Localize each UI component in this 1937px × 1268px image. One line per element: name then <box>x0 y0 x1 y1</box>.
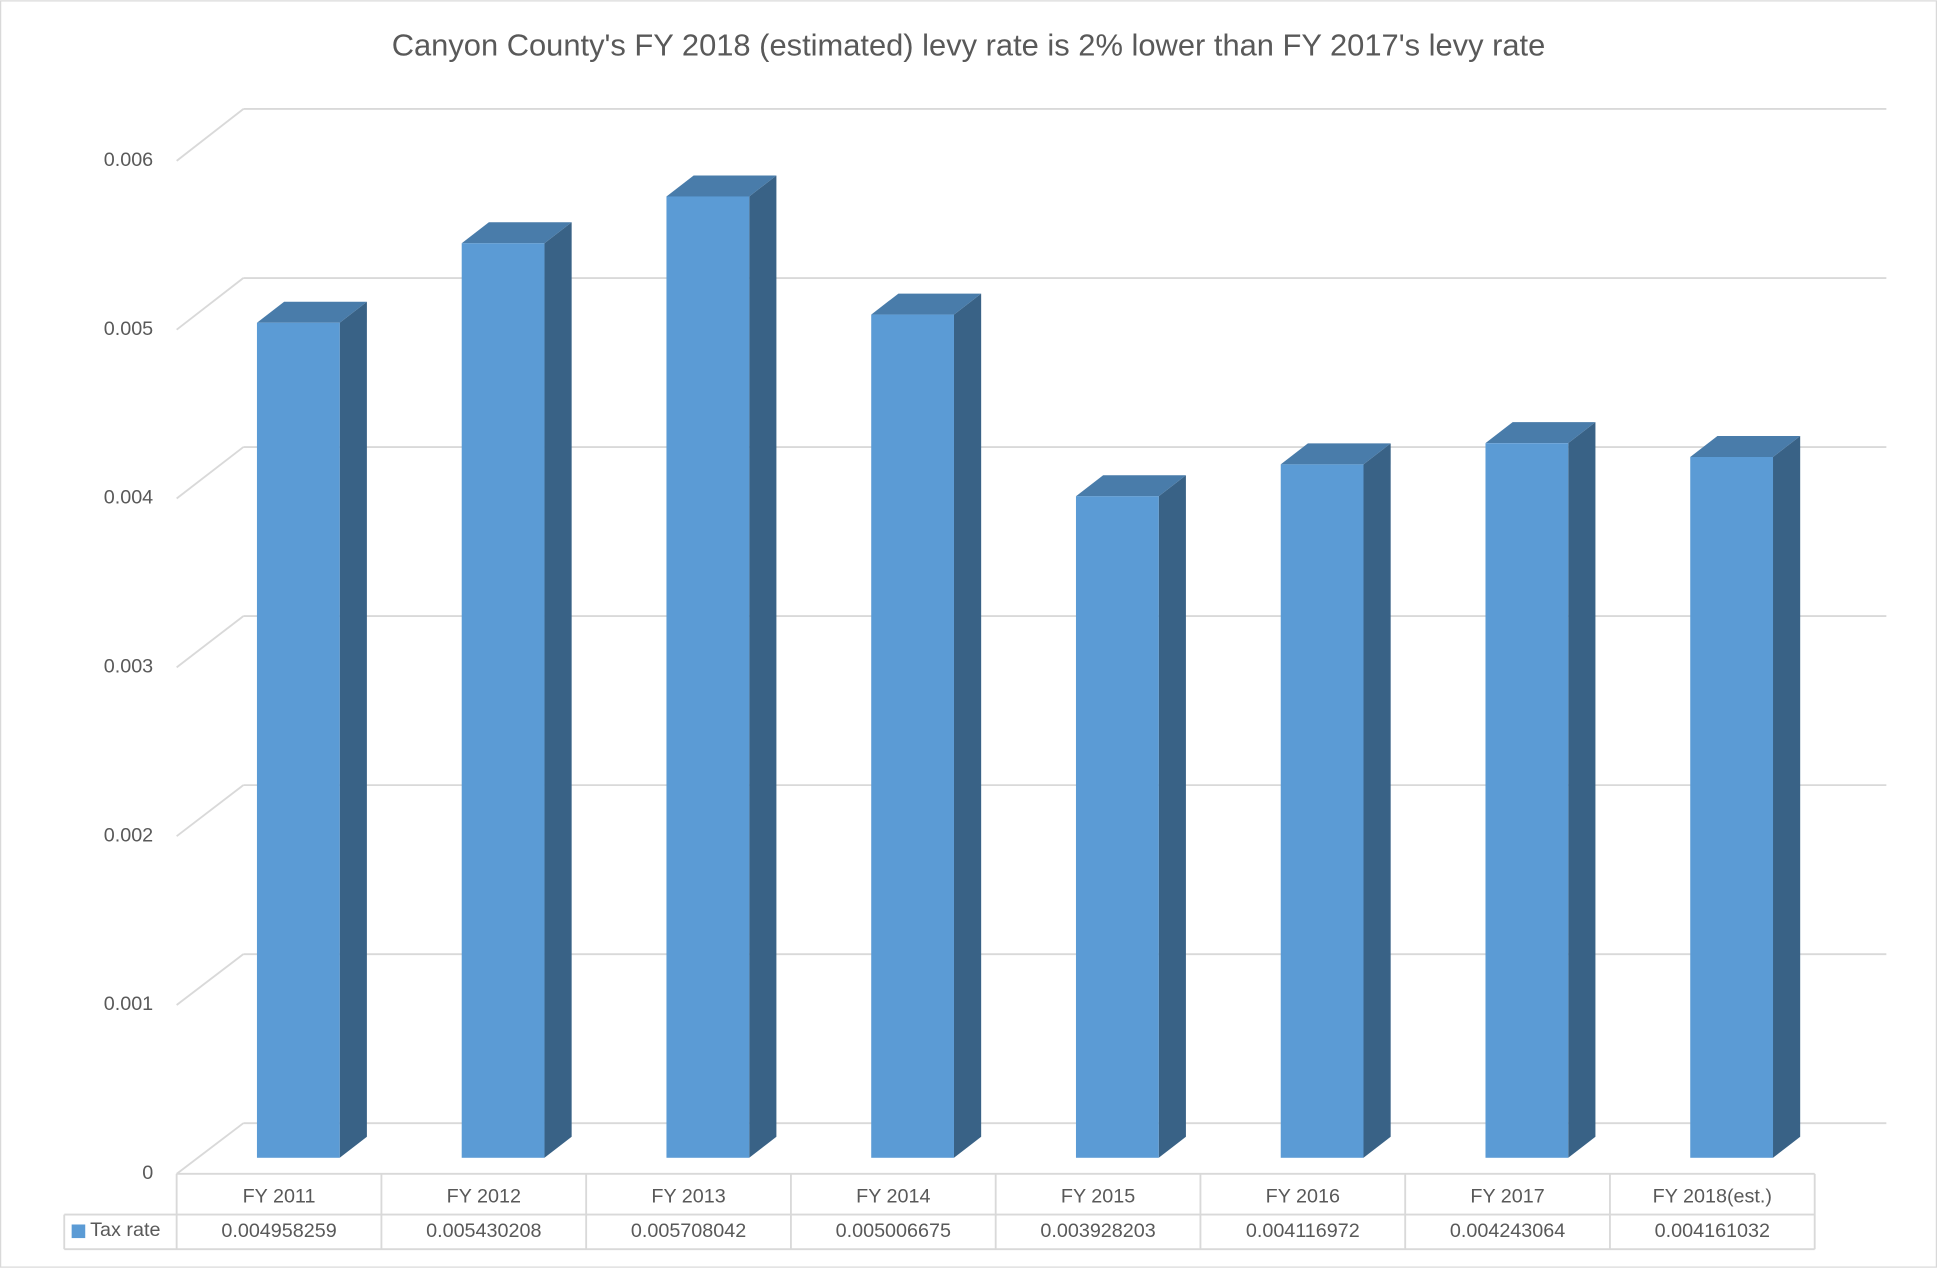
bar-side <box>339 301 367 1158</box>
grid-line-side <box>176 108 244 162</box>
table-value: 0.004243064 <box>1450 1220 1565 1242</box>
bar <box>666 196 750 1158</box>
chart-title: Canyon County's FY 2018 (estimated) levy… <box>392 27 1546 62</box>
y-tick-label: 0.004 <box>104 487 153 509</box>
bar <box>1485 443 1569 1158</box>
x-tick-label: FY 2011 <box>243 1186 316 1208</box>
x-tick-label: FY 2015 <box>1061 1186 1135 1208</box>
y-tick-label: 0.003 <box>104 656 153 678</box>
y-tick-label: 0.002 <box>104 824 153 846</box>
data-table: FY 2011 0.004958259 FY 2012 0.005430208 FY 2… <box>63 1172 1816 1251</box>
bar <box>1280 464 1364 1158</box>
y-tick-label: 0.001 <box>104 993 153 1015</box>
bar-top <box>1485 422 1596 444</box>
bar-top <box>1075 475 1186 497</box>
table-value: 0.004958259 <box>221 1220 336 1242</box>
x-tick-label: FY 2018(est.) <box>1653 1186 1772 1208</box>
bar-side <box>1568 422 1596 1158</box>
table-value: 0.004161032 <box>1655 1220 1770 1242</box>
x-tick-label: FY 2014 <box>856 1186 930 1208</box>
bars <box>256 175 1801 1158</box>
y-tick-label: 0.005 <box>104 318 153 340</box>
bar-side <box>544 222 572 1158</box>
bar-top <box>256 301 367 323</box>
bar <box>256 322 340 1158</box>
bar <box>1075 496 1159 1158</box>
legend-swatch <box>71 1224 86 1239</box>
x-tick-label: FY 2016 <box>1266 1186 1340 1208</box>
bar-top <box>1690 435 1801 457</box>
grid-line-side <box>176 1122 244 1175</box>
bar <box>871 314 954 1158</box>
bar <box>1690 456 1774 1158</box>
bar-top <box>871 293 982 315</box>
table-value: 0.005430208 <box>426 1220 541 1242</box>
grid-line-side <box>176 953 244 1006</box>
bar-side <box>953 293 982 1158</box>
grid-line-side <box>176 784 244 837</box>
bar-top <box>1280 443 1391 465</box>
legend-label: Tax rate <box>90 1219 160 1241</box>
x-tick-label: FY 2013 <box>651 1186 725 1208</box>
bar-side <box>1158 475 1186 1158</box>
x-tick-label: FY 2017 <box>1470 1186 1544 1208</box>
table-value: 0.005006675 <box>836 1220 951 1242</box>
grid-line-side <box>176 446 244 500</box>
table-value: 0.005708042 <box>631 1220 746 1242</box>
grid-line-side <box>176 277 244 331</box>
grid-line-side <box>176 615 244 669</box>
bar-top <box>666 175 777 197</box>
x-tick-label: FY 2012 <box>447 1186 521 1208</box>
table-value: 0.004116972 <box>1246 1220 1360 1242</box>
bar <box>461 243 545 1158</box>
y-tick-label: 0.006 <box>104 149 153 171</box>
bar-side <box>1773 435 1801 1158</box>
bar-side <box>1363 443 1391 1158</box>
bar-top <box>461 222 572 244</box>
bar-side <box>749 175 777 1158</box>
y-tick-label: 0 <box>142 1162 153 1184</box>
table-value: 0.003928203 <box>1040 1220 1155 1242</box>
grid: 0 0.001 0.002 0.003 0.004 0.005 0.006 <box>104 108 1887 1184</box>
